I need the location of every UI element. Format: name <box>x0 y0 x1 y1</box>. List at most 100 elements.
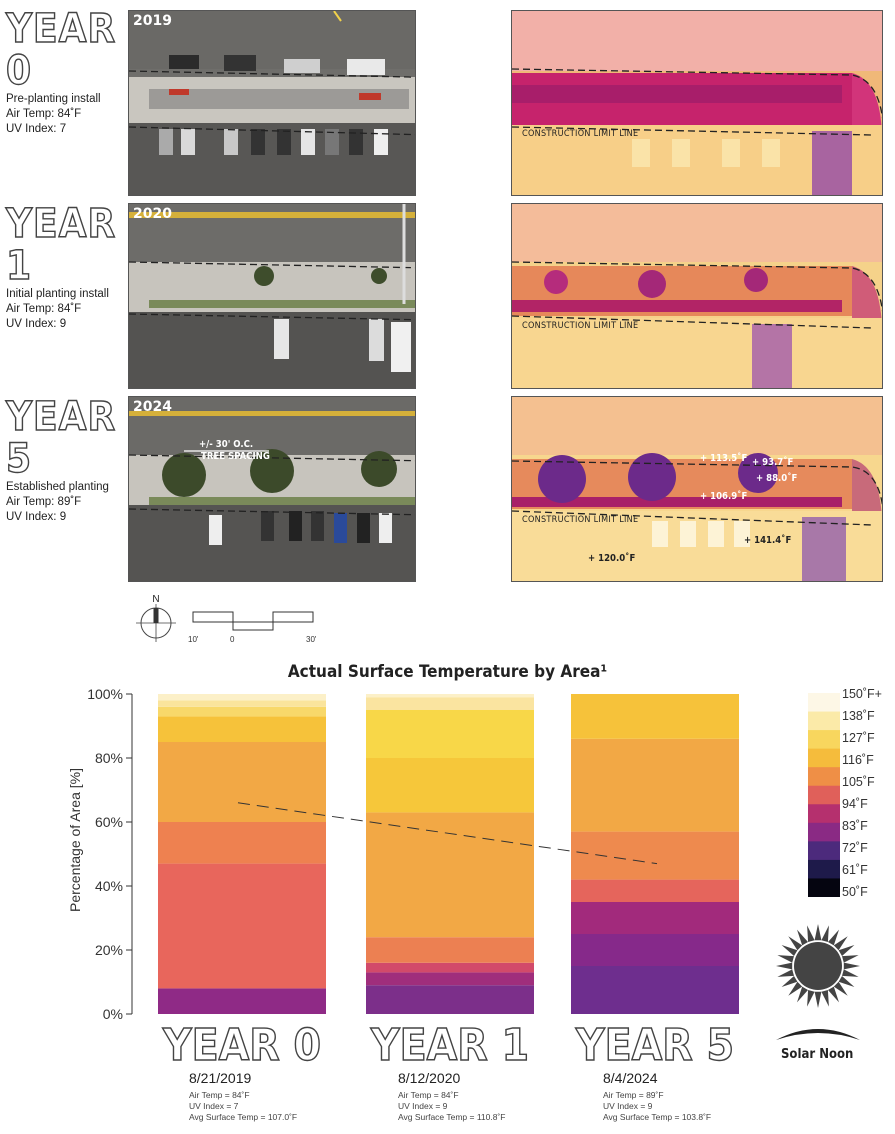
year0-air-temp: Air Temp: 84˚F <box>6 108 82 120</box>
x-note-year0-air: Air Temp = 84˚F <box>189 1090 250 1100</box>
bar-segment-year5-1 <box>571 934 739 966</box>
year1-label-block: YEAR 1 Initial planting install Air Temp… <box>5 201 124 332</box>
legend-label-72: 72˚F <box>842 841 868 855</box>
legend-label-83: 83˚F <box>842 819 868 833</box>
temp-reading-1414: + 141.4˚F <box>744 535 792 546</box>
bar-segment-year5-3 <box>571 879 739 902</box>
sun-ray <box>777 955 794 963</box>
scale-bar-segment <box>232 622 274 631</box>
legend-label-94: 94˚F <box>842 797 868 811</box>
year1-caption: Initial planting install <box>6 288 109 300</box>
sun-ray <box>807 990 815 1007</box>
sun-ray <box>781 976 798 987</box>
x-note-year1-air: Air Temp = 84˚F <box>398 1090 459 1100</box>
year0-uv: UV Index: 7 <box>6 123 67 135</box>
aerial-photo-2020: 2020 <box>128 203 416 389</box>
bar-segment-year5-6 <box>571 694 739 739</box>
x-note-year0-avg: Avg Surface Temp = 107.0˚F <box>189 1112 298 1122</box>
bar-segment-year0-5 <box>158 706 326 717</box>
legend-swatch-2 <box>808 730 840 750</box>
y-tick-label: 80% <box>95 750 123 766</box>
photo-year-2019: 2019 <box>133 13 172 29</box>
sun-ray <box>797 929 808 946</box>
legend-swatch-3 <box>808 748 840 768</box>
stacked-bar-chart: Percentage of Area [%] 0% 20% 40% 60% 80% 100… <box>67 686 739 1022</box>
sun-ray <box>814 991 822 1008</box>
x-note-year0: Air Temp = 84˚F UV Index = 7 Avg Surface… <box>189 1090 297 1123</box>
bar-segment-year1-0 <box>366 985 534 1014</box>
bar-segment-year5-0 <box>571 966 739 1014</box>
x-date-year5: 8/4/2024 <box>603 1070 658 1086</box>
year1-uv: UV Index: 9 <box>6 318 67 330</box>
bar-segment-year1-4 <box>366 812 534 938</box>
sun-ray <box>843 962 860 970</box>
bar-segment-year5-2 <box>571 902 739 934</box>
y-tick-label: 40% <box>95 878 123 894</box>
temp-reading-880: + 88.0˚F <box>756 473 798 484</box>
bar-segment-year1-6 <box>366 710 534 758</box>
year1-air-temp: Air Temp: 84˚F <box>6 303 82 315</box>
sun-ray <box>838 945 855 956</box>
x-note-year5-avg: Avg Surface Temp = 103.8˚F <box>603 1112 712 1122</box>
temp-reading-1200: + 120.0˚F <box>588 553 636 564</box>
bar-segment-year0-3 <box>158 742 326 822</box>
sun-ray <box>838 976 855 987</box>
temp-reading-1069: + 106.9˚F <box>700 491 748 502</box>
year5-air-temp: Air Temp: 89˚F <box>6 496 82 508</box>
sun-ray <box>828 929 839 946</box>
bar-segment-year1-1 <box>366 972 534 986</box>
bar-segment-year0-7 <box>158 694 326 701</box>
x-note-year5-air: Air Temp = 89˚F <box>603 1090 664 1100</box>
x-date-year1: 8/12/2020 <box>398 1070 461 1086</box>
bar-segment-year1-5 <box>366 758 534 813</box>
sun-ray <box>842 969 859 977</box>
x-category-year5: YEAR 5 <box>575 1020 735 1071</box>
aerial-photo-2019: 2019 <box>128 10 416 196</box>
bar-segment-year0-2 <box>158 822 326 864</box>
scale-label-10: 10' <box>188 635 199 644</box>
legend-swatch-6 <box>808 804 840 824</box>
construction-limit-line-2020: CONSTRUCTION LIMIT LINE <box>522 321 639 331</box>
scale-bar <box>192 611 314 623</box>
x-date-year0: 8/21/2019 <box>189 1070 252 1086</box>
bar-segment-year0-0 <box>158 988 326 1014</box>
thermal-image-2020: CONSTRUCTION LIMIT LINE <box>511 203 883 389</box>
photo-year-2024: 2024 <box>133 399 172 415</box>
sun-ray <box>797 986 808 1003</box>
bar-segment-year1-2 <box>366 962 534 973</box>
temp-reading-1135: + 113.5˚F <box>700 453 748 464</box>
year5-label-block: YEAR 5 Established planting Air Temp: 89… <box>5 395 124 525</box>
x-note-year1-uv: UV Index = 9 <box>398 1101 448 1111</box>
y-tick-label: 60% <box>95 814 123 830</box>
legend-label-105: 105˚F <box>842 775 875 789</box>
legend-swatch-4 <box>808 767 840 787</box>
sun-icon <box>776 924 860 1040</box>
legend-swatch-0 <box>808 693 840 713</box>
chart-title: Actual Surface Temperature by Area¹ <box>287 662 608 682</box>
bar-segment-year0-4 <box>158 716 326 742</box>
sun-ray <box>842 955 859 963</box>
year0-label-block: YEAR 0 Pre-planting install Air Temp: 84… <box>5 7 124 137</box>
temp-reading-937: + 93.7˚F <box>752 457 794 468</box>
year1-title: YEAR 1 <box>5 201 117 289</box>
legend-swatch-8 <box>808 841 840 861</box>
x-note-year0-uv: UV Index = 7 <box>189 1101 239 1111</box>
solar-noon-label: Solar Noon <box>781 1047 854 1062</box>
legend-label-150: 150˚F+ <box>842 687 882 701</box>
y-tick-label: 20% <box>95 942 123 958</box>
scale-label-0: 0 <box>230 635 235 644</box>
legend-label-61: 61˚F <box>842 863 868 877</box>
bar-segment-year0-1 <box>158 863 326 989</box>
x-note-year5: Air Temp = 89˚F UV Index = 9 Avg Surface… <box>603 1090 711 1123</box>
bar-segment-year1-3 <box>366 937 534 963</box>
legend-swatch-9 <box>808 859 840 879</box>
sun-ray <box>788 936 803 951</box>
tree-spacing-label-1: +/- 30' O.C. <box>199 439 254 450</box>
scale-label-30: 30' <box>306 635 317 644</box>
compass-and-scale: N 10' 0 30' <box>136 594 317 644</box>
year0-caption: Pre-planting install <box>6 93 101 105</box>
legend-label-138: 138˚F <box>842 709 875 723</box>
bar-segment-year5-4 <box>571 831 739 880</box>
thermal-image-2024: CONSTRUCTION LIMIT LINE + 113.5˚F + 93.7… <box>511 396 883 582</box>
legend-label-50: 50˚F <box>842 885 868 899</box>
